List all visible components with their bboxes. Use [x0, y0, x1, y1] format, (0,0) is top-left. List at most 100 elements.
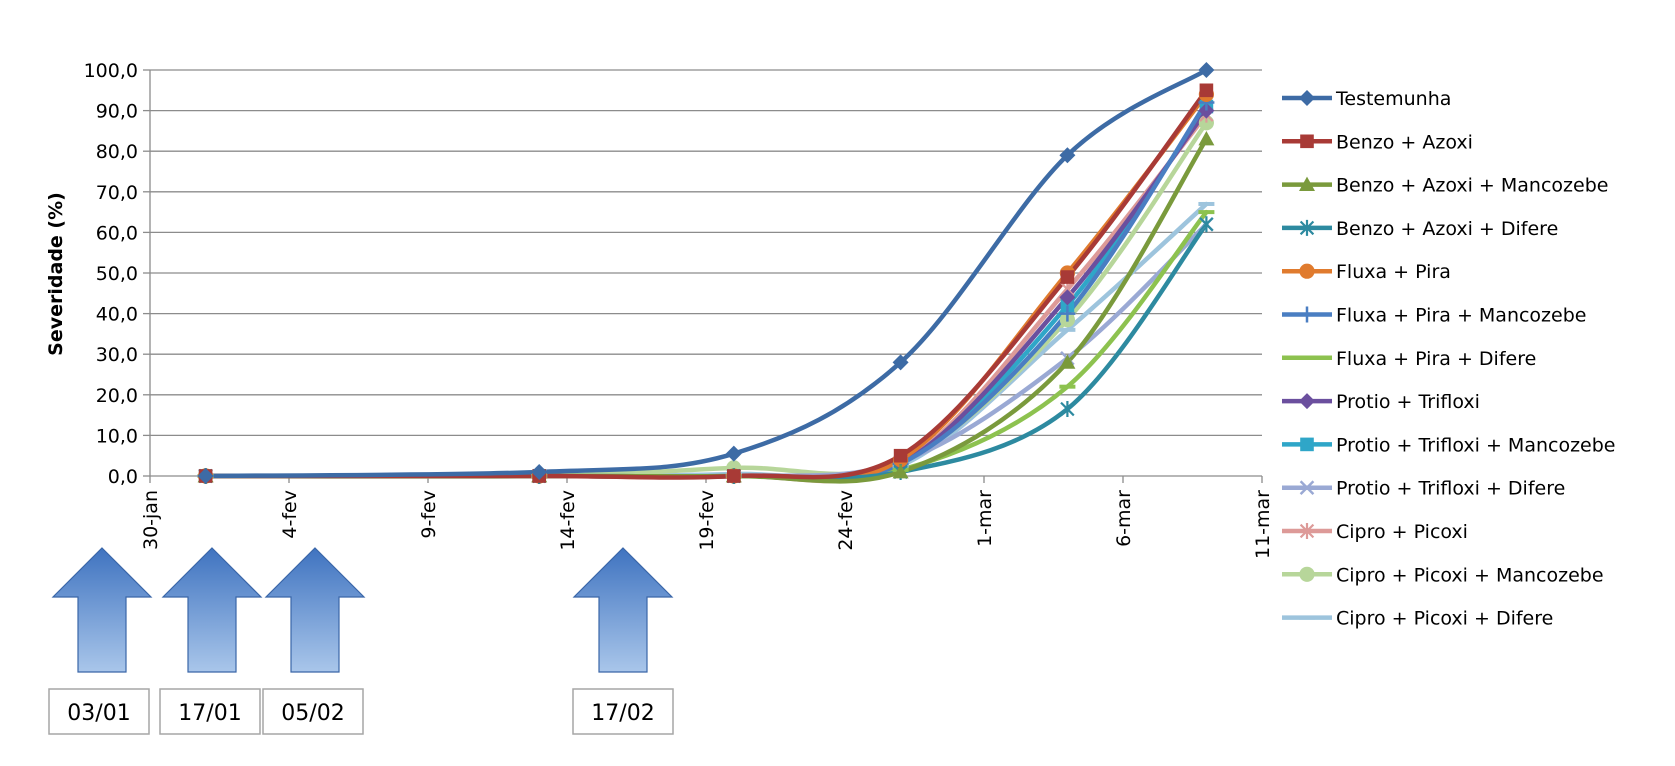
legend-label: Protio + Trifloxi + Mancozebe	[1336, 434, 1616, 456]
data-point	[1060, 270, 1075, 284]
x-tick-label: 19-fev	[696, 490, 718, 551]
x-tick-label: 1-mar	[974, 490, 996, 547]
data-point	[1198, 201, 1215, 206]
data-point	[531, 463, 548, 480]
legend-item: Cipro + Picoxi + Mancozebe	[1282, 564, 1604, 586]
legend-label: Testemunha	[1335, 88, 1451, 110]
series-line	[203, 92, 1209, 482]
y-tick-label: 70,0	[96, 182, 138, 204]
legend-item: Protio + Trifloxi + Difere	[1282, 478, 1565, 500]
x-tick-label: 9-fev	[418, 490, 440, 539]
data-point	[892, 354, 909, 371]
data-point	[893, 448, 908, 463]
y-tick-label: 50,0	[96, 263, 138, 285]
up-arrow-icon	[264, 547, 366, 673]
legend-label: Protio + Trifloxi	[1336, 391, 1480, 413]
data-point	[197, 468, 214, 484]
legend-marker	[1299, 90, 1315, 106]
legend-marker	[1299, 263, 1315, 279]
y-tick-label: 0,0	[108, 466, 138, 488]
legend-marker	[1299, 219, 1315, 236]
legend-item: Benzo + Azoxi + Mancozebe	[1282, 175, 1608, 197]
legend-label: Benzo + Azoxi + Mancozebe	[1336, 175, 1608, 197]
date-box	[48, 688, 150, 735]
data-point	[1198, 131, 1215, 146]
data-point	[892, 463, 909, 479]
series-line	[203, 201, 1209, 481]
y-tick-label: 30,0	[96, 344, 138, 366]
legend-marker	[1299, 306, 1315, 323]
application-marker: 17/01	[159, 547, 263, 735]
legend: Testemunha Benzo + Azoxi Benzo + Azoxi + M…	[1282, 88, 1616, 630]
legend-marker	[1299, 480, 1315, 495]
x-tick-label: 6-mar	[1113, 490, 1135, 547]
legend-label: Fluxa + Pira	[1336, 261, 1451, 283]
legend-marker	[1299, 615, 1315, 620]
date-box-label: 17/02	[591, 701, 654, 726]
x-tick-label: 14-fev	[557, 490, 579, 551]
data-point	[1198, 62, 1215, 78]
data-point	[1199, 83, 1214, 98]
legend-item: Cipro + Picoxi	[1282, 521, 1468, 543]
legend-label: Cipro + Picoxi + Difere	[1336, 608, 1553, 630]
y-axis-label: Severidade (%)	[45, 192, 67, 356]
date-box-label: 03/01	[67, 701, 130, 726]
application-marker: 17/02	[572, 547, 674, 735]
legend-marker	[1299, 523, 1315, 539]
legend-item: Fluxa + Pira + Mancozebe	[1282, 305, 1586, 327]
legend-marker	[1299, 176, 1315, 191]
data-point	[1059, 305, 1076, 322]
date-box-label: 05/02	[281, 701, 344, 726]
y-axis: 0,0 10,0 20,0 30,0 40,0 50,0 60,0 70,0 80,0 90,0 1…	[84, 60, 151, 488]
y-tick-label: 90,0	[96, 101, 138, 123]
legend-label: Cipro + Picoxi	[1336, 521, 1468, 543]
y-tick-label: 100,0	[84, 60, 138, 82]
gridlines	[150, 69, 1262, 477]
legend-item: Protio + Trifloxi	[1282, 391, 1480, 413]
legend-marker	[1299, 355, 1315, 360]
legend-item: Fluxa + Pira	[1282, 261, 1451, 283]
data-point	[1199, 216, 1214, 233]
series-lines	[203, 67, 1209, 484]
y-tick-label: 80,0	[96, 141, 138, 163]
legend-marker	[1299, 566, 1315, 582]
application-marker: 03/01	[48, 547, 153, 735]
application-annotations: 03/01 17/01 05/02 17/02	[48, 547, 674, 735]
legend-label: Cipro + Picoxi + Mancozebe	[1336, 564, 1604, 586]
legend-item: Testemunha	[1282, 88, 1451, 110]
x-tick-label: 30-jan	[140, 490, 162, 550]
series-line	[203, 209, 1209, 481]
data-point	[1060, 298, 1075, 313]
date-box	[159, 688, 261, 735]
data-point	[1059, 327, 1076, 332]
date-box	[572, 688, 674, 735]
date-box	[262, 688, 364, 735]
legend-marker	[1300, 437, 1314, 452]
legend-item: Fluxa + Pira + Difere	[1282, 348, 1536, 370]
data-point	[1059, 289, 1076, 306]
up-arrow-icon	[51, 547, 153, 673]
legend-label: Fluxa + Pira + Difere	[1336, 348, 1536, 370]
legend-marker	[1299, 393, 1315, 410]
legend-item: Cipro + Picoxi + Difere	[1282, 608, 1553, 630]
legend-marker	[1300, 134, 1314, 149]
x-tick-label: 24-fev	[835, 490, 857, 551]
data-point	[1059, 147, 1076, 164]
series-line	[203, 222, 1209, 481]
series-line	[203, 222, 1209, 480]
y-tick-label: 20,0	[96, 385, 138, 407]
up-arrow-icon	[572, 547, 674, 673]
y-tick-label: 10,0	[96, 425, 138, 447]
legend-item: Benzo + Azoxi + Difere	[1282, 218, 1558, 240]
date-box-label: 17/01	[178, 701, 241, 726]
legend-label: Protio + Trifloxi + Difere	[1336, 478, 1565, 500]
x-axis: 30-jan 4-fev 9-fev 14-fev 19-fev 24-fev 1-mar 6…	[140, 476, 1274, 559]
series-markers	[197, 62, 1215, 484]
data-point	[1059, 354, 1076, 369]
data-point	[1198, 210, 1215, 215]
data-point	[1060, 401, 1075, 418]
x-tick-label: 4-fev	[279, 490, 301, 539]
legend-label: Fluxa + Pira + Mancozebe	[1336, 305, 1586, 327]
legend-item: Protio + Trifloxi + Mancozebe	[1282, 434, 1616, 456]
